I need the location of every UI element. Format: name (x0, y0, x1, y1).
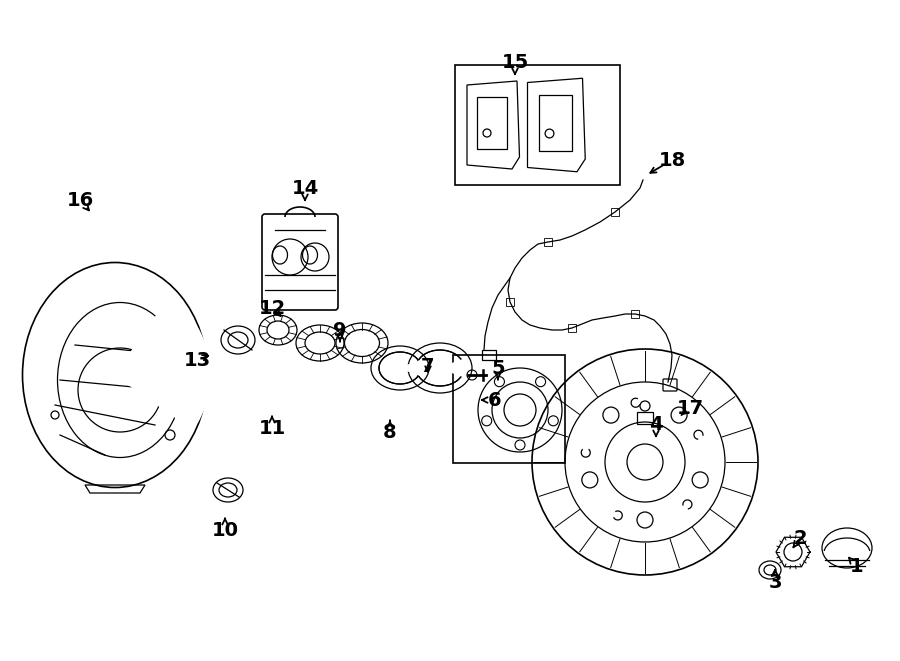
Wedge shape (115, 302, 210, 422)
Bar (482, 350, 496, 360)
Text: 8: 8 (383, 422, 397, 442)
Bar (637, 412, 653, 424)
Text: 10: 10 (212, 520, 239, 539)
Text: 2: 2 (793, 529, 806, 547)
Text: 5: 5 (491, 358, 505, 377)
Text: 15: 15 (501, 52, 528, 71)
Text: 4: 4 (649, 414, 662, 434)
Bar (453, 355, 565, 463)
Text: 11: 11 (258, 418, 285, 438)
Wedge shape (400, 360, 422, 375)
Text: 18: 18 (659, 151, 686, 169)
Text: 6: 6 (488, 391, 502, 410)
Text: 13: 13 (184, 350, 211, 369)
Text: 1: 1 (850, 557, 864, 576)
Bar (455, 65, 620, 185)
Text: 14: 14 (292, 178, 319, 198)
Text: 7: 7 (421, 358, 435, 377)
Text: 16: 16 (67, 190, 94, 210)
Bar (506, 298, 514, 306)
Bar (611, 208, 619, 216)
Text: 12: 12 (258, 299, 285, 317)
Text: 9: 9 (333, 321, 346, 340)
Bar (544, 238, 552, 246)
Wedge shape (115, 298, 209, 429)
Text: 17: 17 (677, 399, 704, 418)
Text: 3: 3 (769, 574, 782, 592)
Bar (568, 324, 576, 332)
Wedge shape (440, 360, 465, 377)
Bar (631, 310, 639, 318)
